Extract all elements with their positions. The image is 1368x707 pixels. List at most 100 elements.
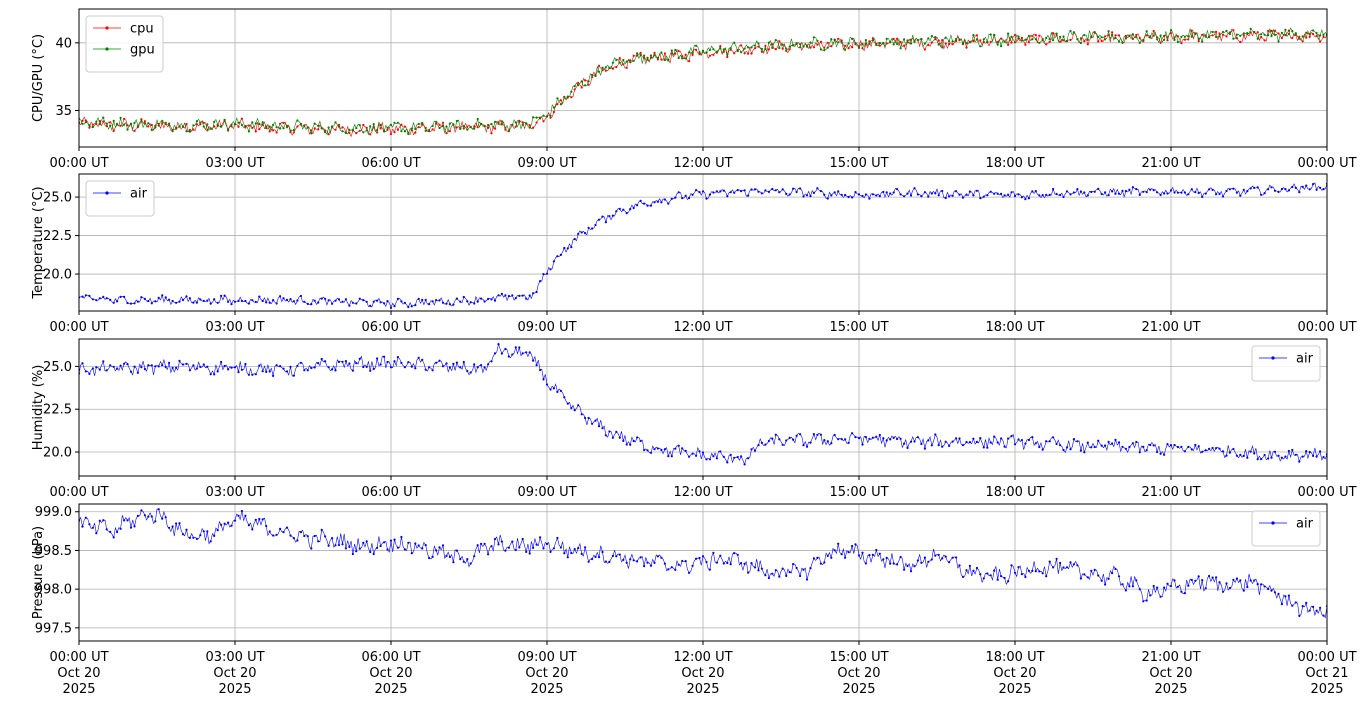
data-point [1020, 573, 1024, 576]
data-point [98, 519, 101, 522]
data-point [844, 48, 847, 51]
data-point [639, 199, 642, 202]
data-point [299, 361, 302, 364]
data-point [1107, 577, 1110, 581]
data-point [1041, 194, 1044, 197]
data-point [857, 437, 861, 440]
data-point [344, 298, 347, 301]
data-point [348, 128, 351, 131]
data-point [1277, 190, 1280, 193]
legend-box [1251, 510, 1321, 547]
data-point [497, 294, 500, 297]
data-point [1204, 35, 1207, 38]
data-point [1135, 36, 1138, 39]
data-point [885, 191, 888, 194]
data-point [1256, 583, 1259, 586]
data-point [871, 436, 875, 439]
data-point [334, 128, 337, 131]
data-point [840, 41, 843, 44]
data-point [611, 214, 615, 217]
data-point [684, 53, 687, 56]
data-point [448, 130, 451, 133]
data-point [955, 39, 958, 43]
data-point [809, 441, 812, 444]
data-point [275, 364, 278, 367]
data-point [1045, 36, 1048, 40]
x-tick-label: 03:00 UT [205, 156, 264, 171]
data-point [577, 232, 580, 235]
data-point [885, 556, 888, 560]
data-point [625, 66, 628, 69]
data-point [476, 300, 479, 303]
data-point [337, 360, 341, 363]
data-point [518, 294, 521, 297]
data-point [961, 196, 965, 199]
data-point [861, 43, 864, 46]
data-point [875, 435, 878, 438]
data-point [788, 193, 791, 196]
data-point [1256, 31, 1259, 34]
data-point [1142, 39, 1145, 42]
data-point [1208, 574, 1211, 578]
data-point [1065, 566, 1069, 569]
data-point [688, 60, 691, 63]
data-point [889, 562, 892, 565]
data-point [435, 299, 438, 302]
data-point [518, 346, 521, 349]
data-point [1076, 564, 1079, 567]
data-point [570, 96, 573, 99]
data-point [493, 299, 497, 302]
data-point [223, 364, 226, 368]
data-point [261, 299, 264, 303]
legend-marker-air [105, 191, 109, 195]
data-point [601, 427, 604, 430]
data-point [344, 547, 347, 550]
data-point [1124, 589, 1127, 592]
data-point [1180, 590, 1183, 593]
data-point [549, 114, 552, 117]
data-point [507, 355, 510, 358]
data-point [1111, 442, 1114, 445]
data-point [1187, 445, 1190, 449]
data-point [1273, 591, 1277, 594]
data-point [185, 528, 188, 531]
data-point [310, 132, 313, 135]
data-point [854, 191, 857, 194]
data-point [961, 575, 965, 579]
data-point [532, 292, 535, 295]
data-point [1263, 39, 1266, 42]
data-point [289, 129, 292, 132]
data-point [157, 124, 160, 127]
data-point [875, 194, 878, 197]
data-point [715, 561, 719, 564]
data-point [1100, 39, 1103, 43]
data-point [95, 299, 98, 302]
data-point [140, 120, 143, 123]
data-point [459, 300, 462, 303]
data-point [1260, 458, 1263, 461]
data-point [653, 561, 656, 565]
data-point [1117, 441, 1121, 444]
data-point [261, 518, 264, 521]
data-point [1013, 33, 1017, 37]
data-point [95, 366, 98, 369]
data-point [168, 361, 171, 364]
data-point [116, 300, 119, 303]
data-point [1190, 188, 1193, 191]
data-point [1235, 33, 1238, 36]
data-point [1211, 30, 1214, 34]
data-point [1183, 191, 1186, 194]
data-point [341, 360, 344, 363]
data-point [497, 122, 500, 125]
data-point [431, 555, 434, 559]
data-point [480, 542, 483, 546]
data-point [102, 116, 105, 119]
data-point [143, 514, 146, 517]
data-point [795, 42, 798, 45]
data-point [951, 40, 954, 43]
data-point [1114, 438, 1117, 441]
data-point [899, 437, 902, 440]
data-point [1000, 192, 1003, 195]
data-point [275, 126, 278, 129]
